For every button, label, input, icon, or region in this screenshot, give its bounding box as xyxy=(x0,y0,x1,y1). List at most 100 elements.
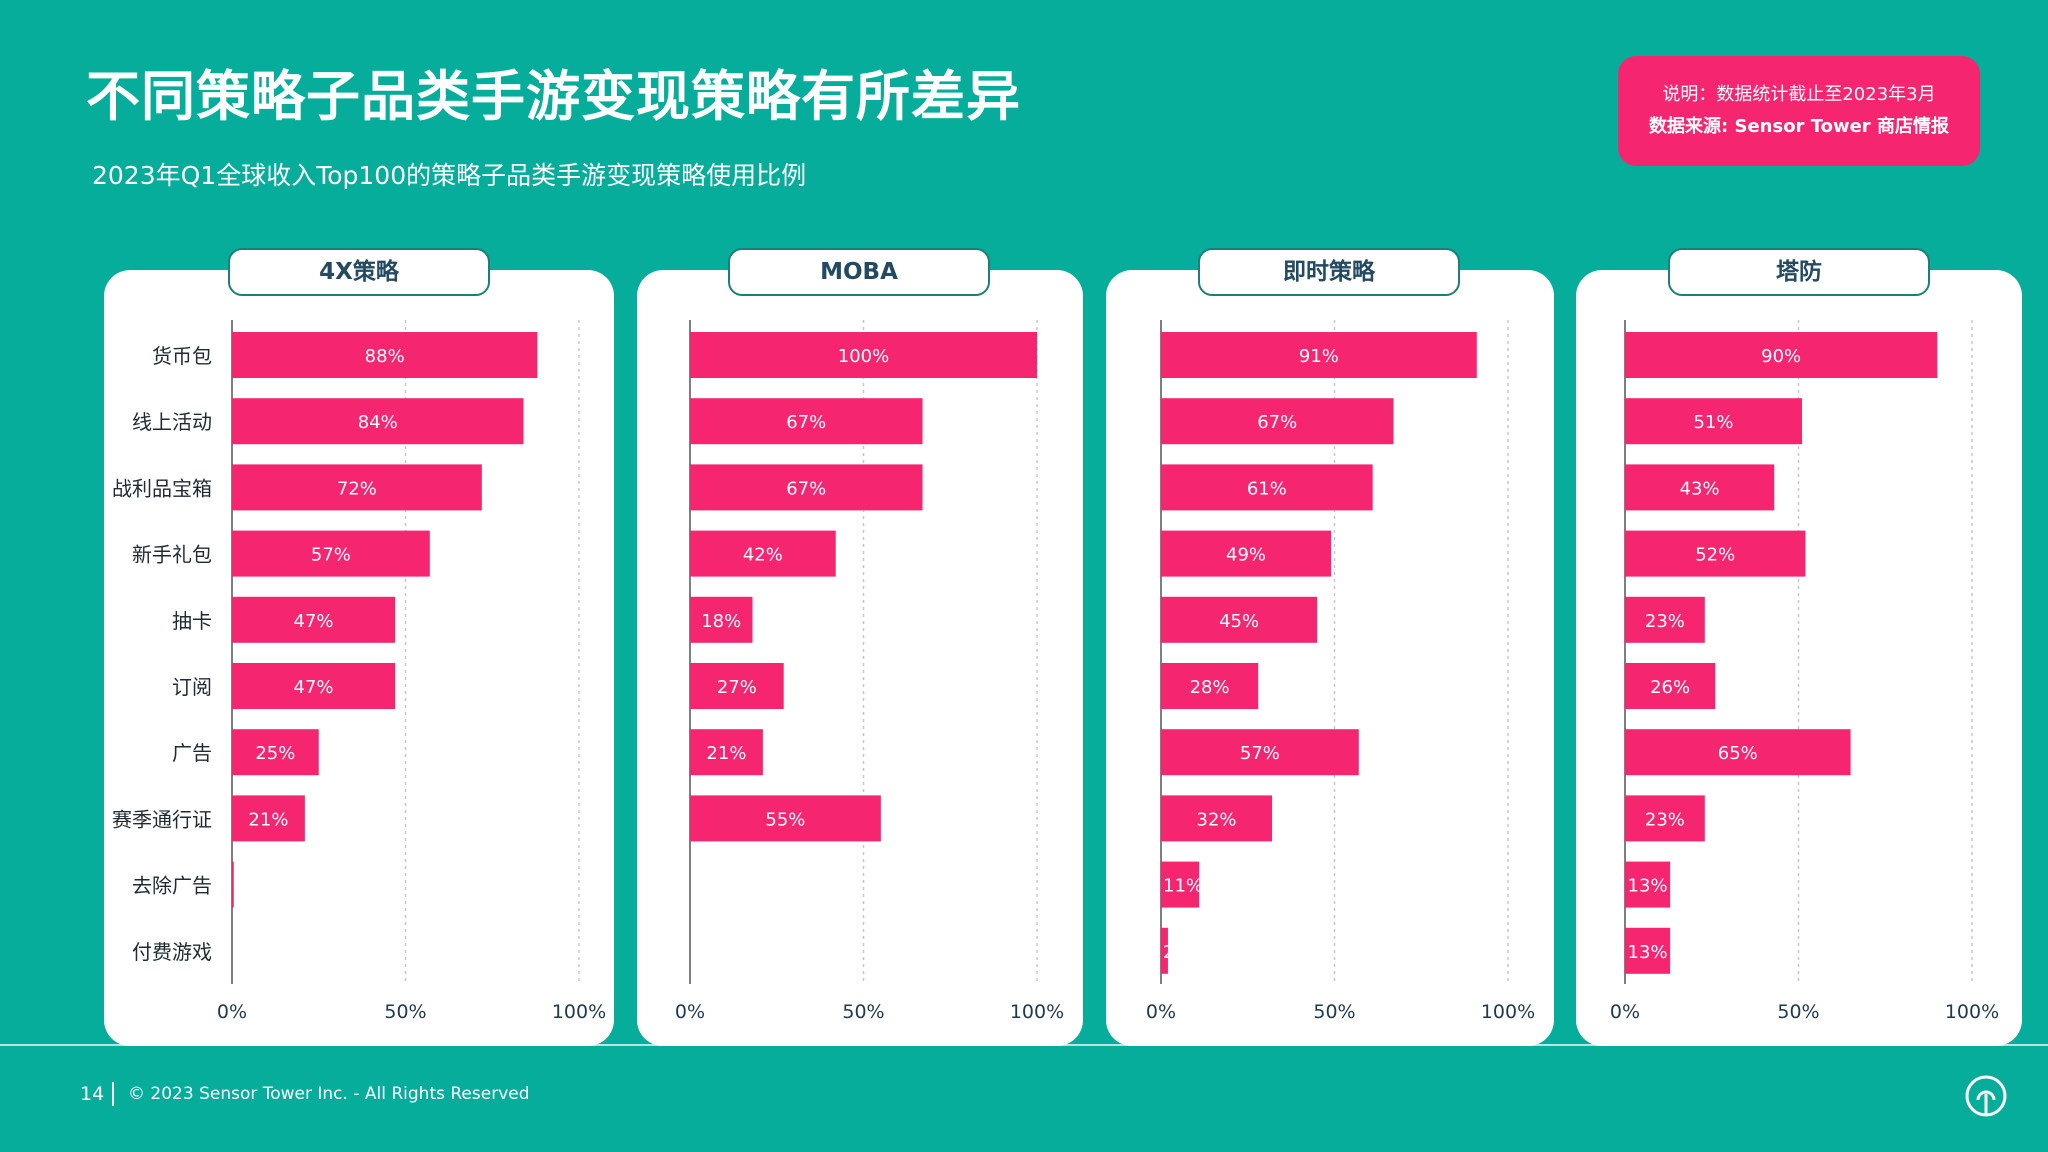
bar-moba-3 xyxy=(690,530,836,577)
bar-4x-3 xyxy=(232,530,430,577)
page-subtitle: 2023年Q1全球收入Top100的策略子品类手游变现策略使用比例 xyxy=(92,161,807,190)
bar-moba-7 xyxy=(690,795,881,842)
bar-4x-1 xyxy=(232,398,524,445)
bar-moba-2 xyxy=(690,464,923,511)
data-label-rts-0: 91% xyxy=(1299,346,1339,367)
data-label-td-7: 23% xyxy=(1645,809,1685,830)
data-label-moba-6: 21% xyxy=(706,743,746,764)
category-label-4: 抽卡 xyxy=(172,609,212,633)
bar-rts-0 xyxy=(1161,332,1477,378)
note-box: 说明：数据统计截止至2023年3月 数据来源: Sensor Tower 商店情… xyxy=(1618,56,1980,166)
data-label-4x-2: 72% xyxy=(337,478,377,499)
panel-title-4x: 4X策略 xyxy=(228,248,490,296)
data-label-td-8: 13% xyxy=(1628,876,1668,897)
data-label-4x-5: 47% xyxy=(294,677,334,698)
data-label-rts-6: 57% xyxy=(1240,743,1280,764)
bar-td-1 xyxy=(1625,398,1802,445)
panel-title-rts: 即时策略 xyxy=(1198,248,1460,296)
category-label-7: 赛季通行证 xyxy=(112,807,212,831)
bar-4x-8 xyxy=(232,861,234,908)
data-label-4x-6: 25% xyxy=(255,743,295,764)
data-label-moba-5: 27% xyxy=(717,677,757,698)
bar-td-7 xyxy=(1625,795,1705,842)
bar-rts-8 xyxy=(1161,861,1200,908)
tick-label-td-1: 50% xyxy=(1777,1001,1819,1023)
tick-label-4x-1: 50% xyxy=(384,1001,426,1023)
bar-rts-5 xyxy=(1161,663,1259,709)
data-label-4x-3: 57% xyxy=(311,545,351,566)
tick-label-td-0: 0% xyxy=(1610,1001,1640,1023)
data-label-moba-7: 55% xyxy=(765,809,805,830)
panel-title-moba: MOBA xyxy=(728,248,990,296)
panel-title-td: 塔防 xyxy=(1668,248,1930,296)
bar-moba-0 xyxy=(690,332,1037,378)
bar-rts-3 xyxy=(1161,530,1332,577)
bar-rts-6 xyxy=(1161,729,1359,776)
bar-td-6 xyxy=(1625,729,1851,776)
data-label-rts-8: 11% xyxy=(1163,876,1203,897)
data-label-moba-0: 100% xyxy=(838,346,889,367)
bar-4x-7 xyxy=(232,795,305,842)
bar-td-5 xyxy=(1625,663,1716,709)
data-label-td-6: 65% xyxy=(1718,743,1758,764)
tick-label-rts-0: 0% xyxy=(1146,1001,1176,1023)
data-label-td-0: 90% xyxy=(1761,346,1801,367)
data-label-td-9: 13% xyxy=(1628,942,1668,963)
bar-4x-2 xyxy=(232,464,482,511)
data-label-td-5: 26% xyxy=(1650,677,1690,698)
page-number-separator xyxy=(112,1082,114,1106)
bar-rts-1 xyxy=(1161,398,1394,445)
category-label-6: 广告 xyxy=(172,741,212,765)
tick-label-td-2: 100% xyxy=(1945,1001,1999,1023)
data-label-rts-5: 28% xyxy=(1190,677,1230,698)
tick-label-rts-2: 100% xyxy=(1481,1001,1535,1023)
page-title: 不同策略子品类手游变现策略有所差异 xyxy=(86,65,1021,128)
category-label-2: 战利品宝箱 xyxy=(112,476,212,500)
tick-label-moba-0: 0% xyxy=(675,1001,705,1023)
data-label-rts-9: 2 xyxy=(1163,942,1174,963)
footer-divider xyxy=(0,1044,2048,1046)
data-label-4x-1: 84% xyxy=(358,412,398,433)
data-label-td-4: 23% xyxy=(1645,611,1685,632)
sensor-tower-logo-icon xyxy=(1965,1075,2007,1117)
data-label-4x-7: 21% xyxy=(248,809,288,830)
data-label-td-2: 43% xyxy=(1680,478,1720,499)
category-label-9: 付费游戏 xyxy=(132,940,212,964)
category-label-8: 去除广告 xyxy=(132,874,212,898)
bar-td-9 xyxy=(1625,927,1671,974)
note-date: 说明：数据统计截止至2023年3月 xyxy=(1662,84,1936,105)
bar-td-2 xyxy=(1625,464,1775,511)
bar-td-4 xyxy=(1625,596,1705,643)
tick-label-4x-2: 100% xyxy=(552,1001,606,1023)
category-label-3: 新手礼包 xyxy=(132,543,212,567)
data-label-moba-3: 42% xyxy=(743,545,783,566)
data-label-rts-4: 45% xyxy=(1219,611,1259,632)
bar-moba-5 xyxy=(690,663,784,709)
tick-label-rts-1: 50% xyxy=(1313,1001,1355,1023)
tick-label-moba-2: 100% xyxy=(1010,1001,1064,1023)
bar-4x-4 xyxy=(232,596,396,643)
bar-rts-2 xyxy=(1161,464,1373,511)
page-number: 14 xyxy=(80,1083,105,1105)
data-label-4x-0: 88% xyxy=(365,346,405,367)
bar-td-0 xyxy=(1625,332,1938,378)
data-label-moba-1: 67% xyxy=(786,412,826,433)
copyright-text: © 2023 Sensor Tower Inc. - All Rights Re… xyxy=(128,1084,530,1104)
bar-moba-4 xyxy=(690,596,753,643)
data-label-4x-4: 47% xyxy=(294,611,334,632)
note-source: 数据来源: Sensor Tower 商店情报 xyxy=(1649,116,1949,137)
bar-4x-0 xyxy=(232,332,538,378)
category-label-1: 线上活动 xyxy=(132,410,212,434)
bar-moba-1 xyxy=(690,398,923,445)
bar-rts-4 xyxy=(1161,596,1318,643)
bar-4x-5 xyxy=(232,663,396,709)
tick-label-moba-1: 50% xyxy=(842,1001,884,1023)
bar-moba-6 xyxy=(690,729,763,776)
category-label-0: 货币包 xyxy=(152,344,212,368)
category-label-5: 订阅 xyxy=(172,675,212,699)
data-label-rts-2: 61% xyxy=(1247,478,1287,499)
bar-rts-9 xyxy=(1161,927,1168,974)
data-label-td-3: 52% xyxy=(1695,545,1735,566)
data-label-moba-4: 18% xyxy=(701,611,741,632)
